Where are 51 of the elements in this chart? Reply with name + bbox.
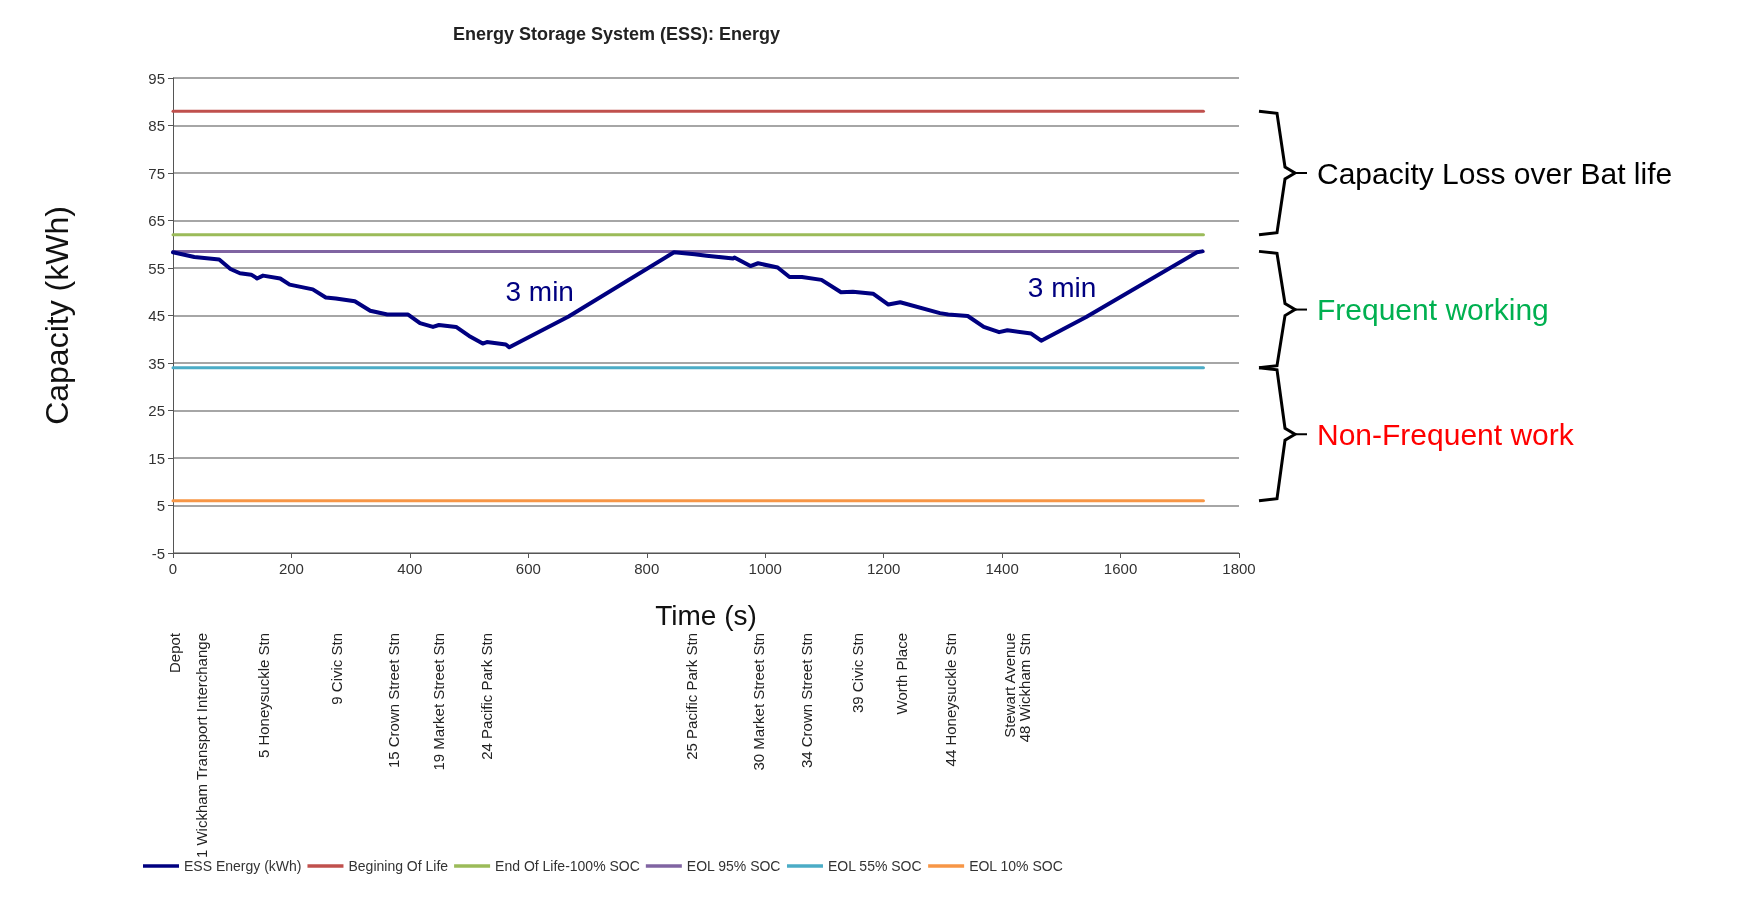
text: Depot bbox=[165, 632, 183, 674]
x-tick-label: 1800 bbox=[1222, 560, 1256, 577]
x-tick-label: 200 bbox=[278, 560, 304, 577]
text: 25 Pacific Park Stn bbox=[682, 633, 700, 760]
x-axis-title: Time (s) bbox=[655, 599, 757, 631]
text: Worth Place bbox=[892, 633, 910, 715]
text: 44 Honeysuckle Stn bbox=[941, 633, 959, 767]
x-tick-label: 800 bbox=[634, 560, 660, 577]
legend-label: Begining Of Life bbox=[348, 858, 449, 874]
text: 48 Wickham Stn bbox=[1016, 633, 1034, 743]
x-tick-label: 400 bbox=[397, 560, 423, 577]
legend-label: EOL 55% SOC bbox=[827, 858, 922, 874]
annotation: 3 min bbox=[505, 276, 574, 308]
legend-label: End Of Life-100% SOC bbox=[495, 858, 640, 874]
x-tick-label: 1200 bbox=[866, 560, 901, 577]
text: 34 Crown Street Stn bbox=[797, 633, 815, 769]
y-tick-label: 75 bbox=[148, 164, 165, 182]
text: 9 Civic Stn bbox=[327, 633, 345, 705]
text: Stewart Avenue bbox=[1001, 633, 1019, 738]
legend-label: EOL 95% SOC bbox=[686, 858, 781, 874]
x-tick-label: 0 bbox=[168, 560, 178, 577]
y-tick-label: 55 bbox=[148, 259, 165, 277]
y-tick-label: 35 bbox=[148, 354, 165, 372]
text: Frequent working bbox=[1317, 293, 1549, 327]
y-tick-label: 15 bbox=[148, 449, 165, 467]
legend-label: EOL 10% SOC bbox=[969, 858, 1063, 874]
y-tick-label: 85 bbox=[148, 117, 165, 134]
text: 19 Market Street Stn bbox=[429, 633, 447, 771]
annotation: 3 min bbox=[1027, 271, 1097, 303]
chart-title: Energy Storage System (ESS): Energy bbox=[453, 24, 781, 44]
line-series bbox=[171, 249, 1205, 350]
y-tick-label: 65 bbox=[148, 212, 165, 229]
x-tick-label: 1600 bbox=[1103, 560, 1138, 577]
text: 30 Market Street Stn bbox=[749, 633, 767, 771]
x-tick-label: 1400 bbox=[985, 560, 1019, 577]
text: Non-Frequent work bbox=[1317, 417, 1575, 451]
y-tick-label: -5 bbox=[151, 544, 165, 562]
text: 1 Wickham Transport Interchange bbox=[193, 633, 211, 859]
y-axis-title: Capacity (kWh) bbox=[39, 206, 75, 425]
y-tick-label: 45 bbox=[148, 307, 165, 324]
y-tick-label: 25 bbox=[148, 402, 165, 419]
text: 24 Pacific Park Stn bbox=[477, 633, 495, 760]
y-tick-label: 5 bbox=[156, 497, 165, 514]
text: Capacity Loss over Bat life bbox=[1317, 156, 1673, 190]
y-tick-label: 95 bbox=[148, 69, 165, 87]
x-tick-label: 1000 bbox=[748, 560, 782, 577]
text: 5 Honeysuckle Stn bbox=[255, 633, 273, 759]
x-tick-label: 600 bbox=[515, 560, 541, 577]
legend-label: ESS Energy (kWh) bbox=[184, 858, 302, 874]
text: 15 Crown Street Stn bbox=[385, 633, 403, 769]
text: 39 Civic Stn bbox=[848, 633, 866, 714]
